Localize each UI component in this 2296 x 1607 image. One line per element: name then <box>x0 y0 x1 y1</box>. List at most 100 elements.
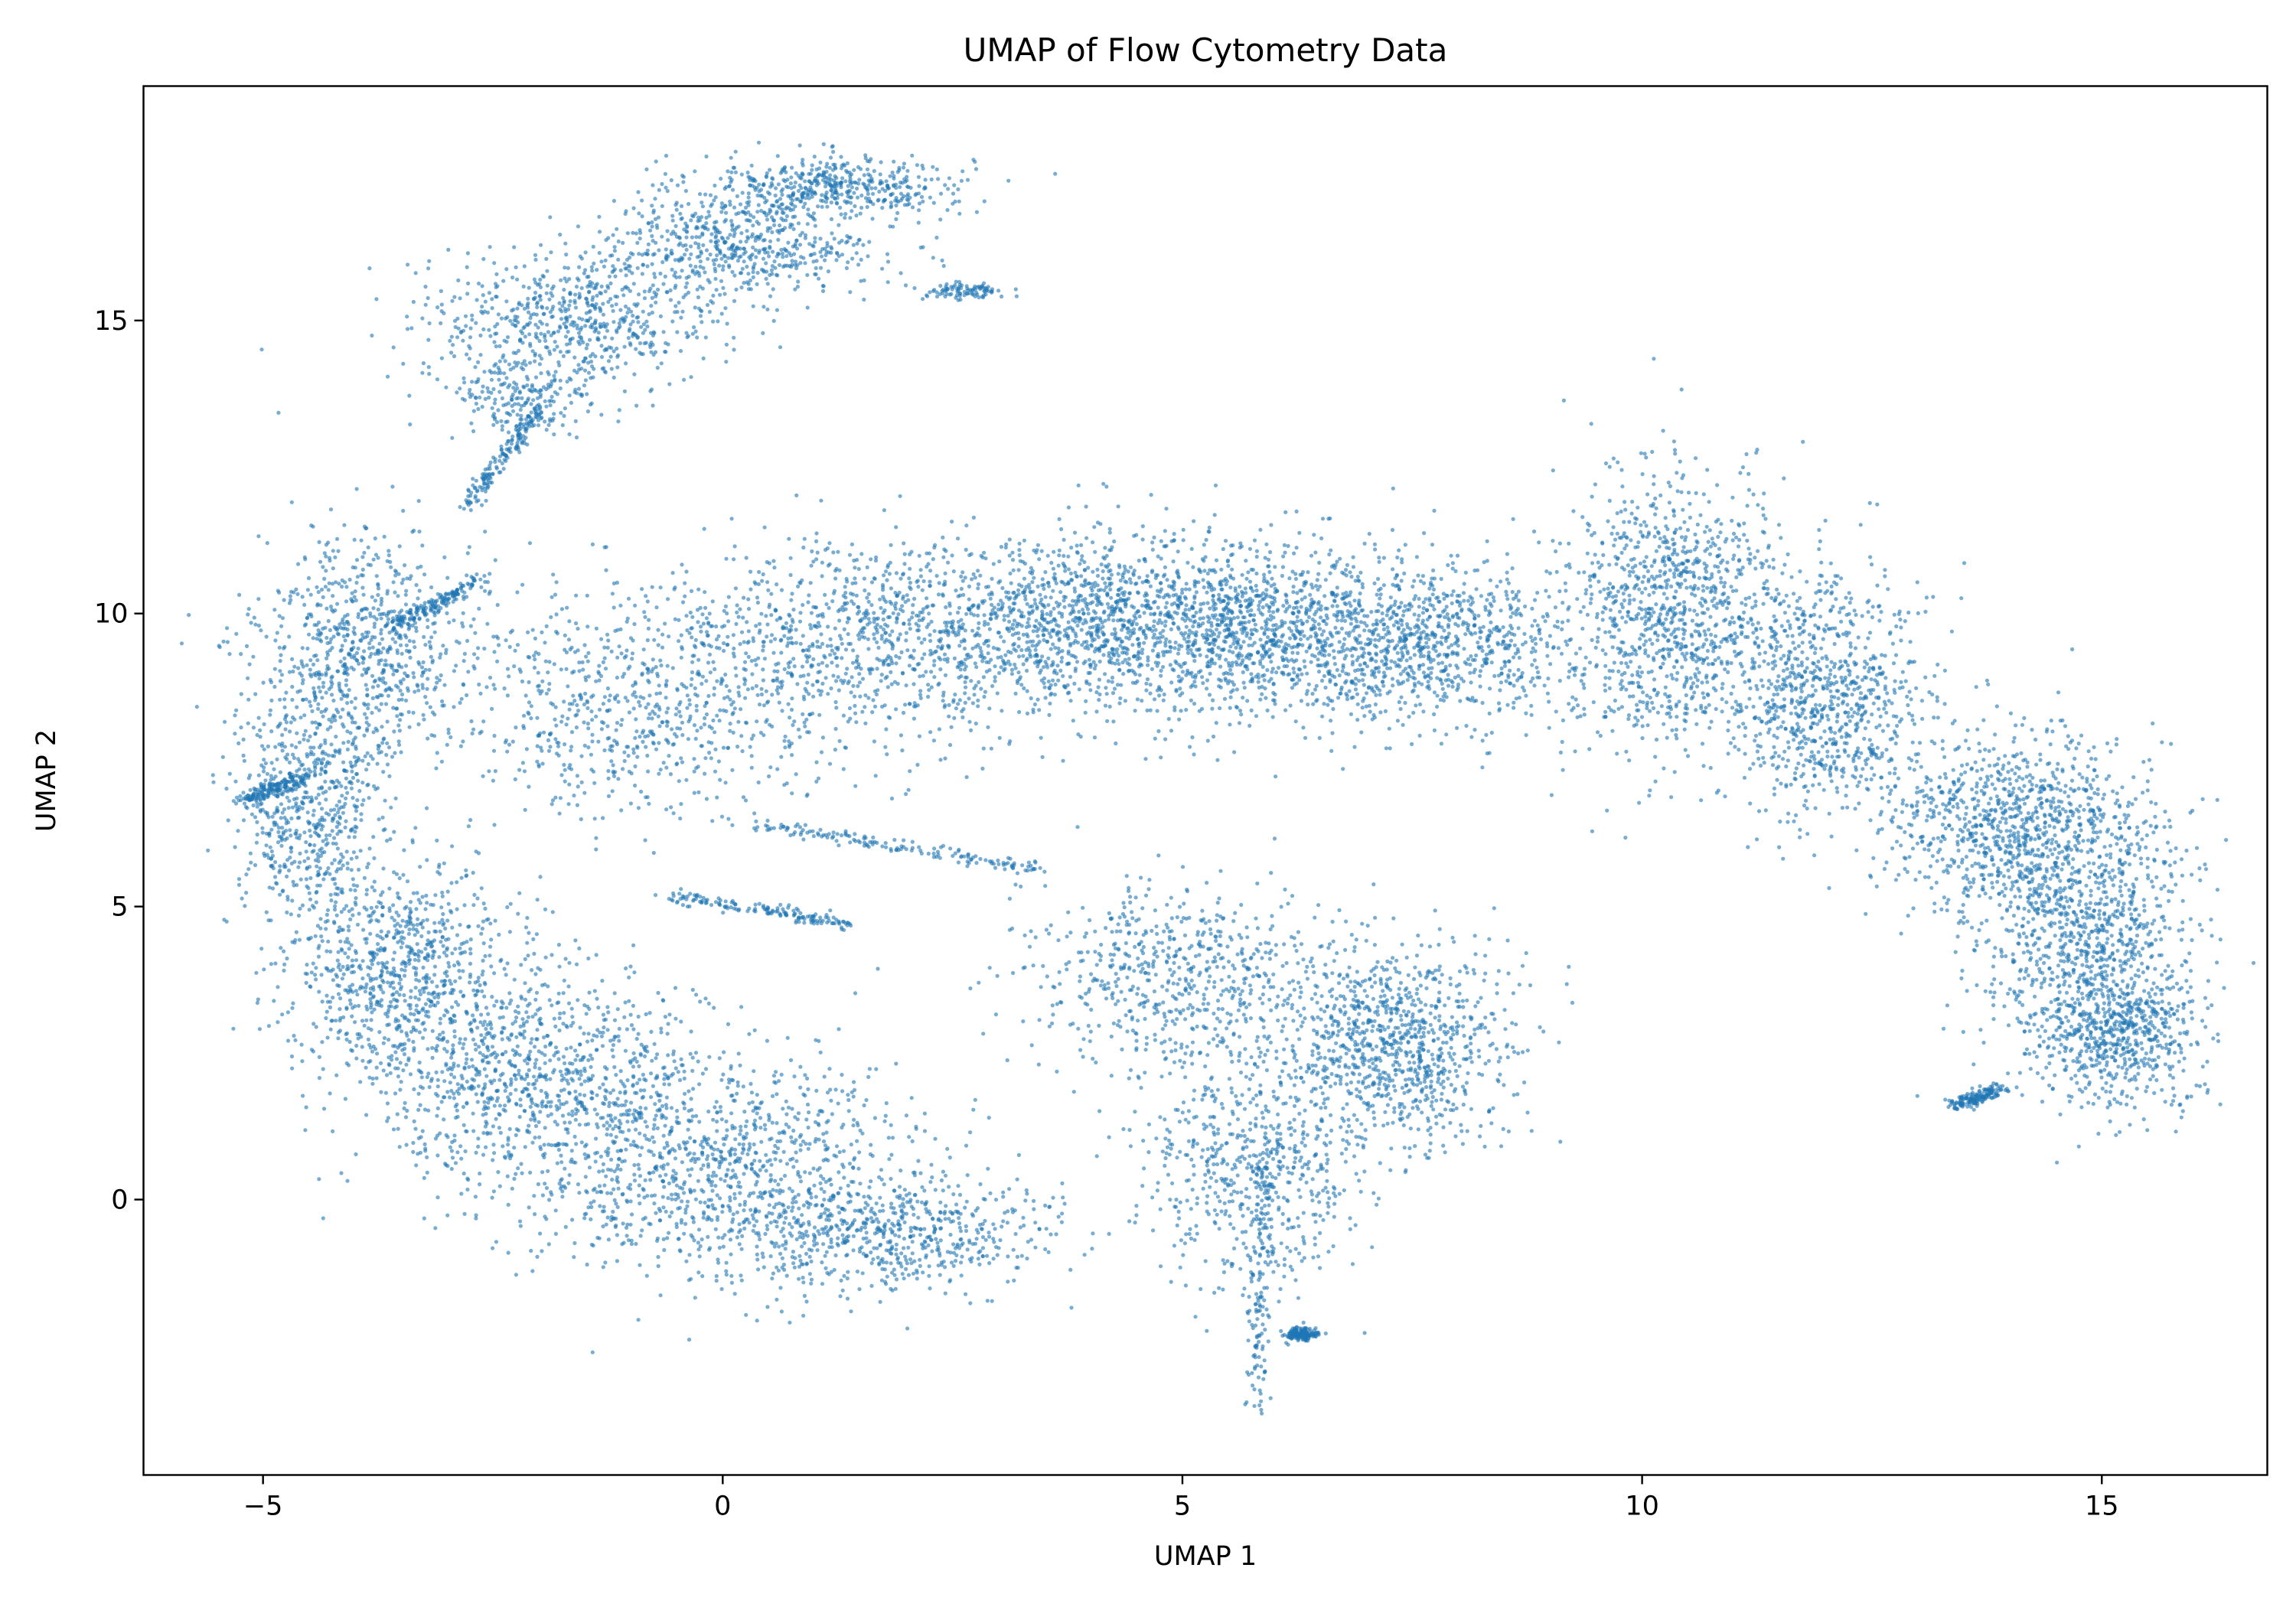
scatter-point <box>414 1163 418 1167</box>
scatter-point <box>263 722 266 726</box>
scatter-point <box>906 198 910 202</box>
scatter-point <box>518 337 522 341</box>
scatter-point <box>589 309 592 313</box>
scatter-point <box>323 738 327 742</box>
scatter-point <box>1006 179 1010 183</box>
scatter-point <box>523 334 527 338</box>
scatter-point <box>648 345 652 349</box>
scatter-point <box>511 393 515 396</box>
scatter-point <box>325 966 329 970</box>
scatter-point <box>364 768 368 771</box>
scatter-point <box>810 163 814 167</box>
scatter-point <box>234 632 238 636</box>
scatter-point <box>488 245 492 249</box>
scatter-point <box>663 350 667 354</box>
scatter-point <box>431 956 435 960</box>
scatter-point <box>917 175 921 179</box>
scatter-point <box>308 892 311 895</box>
scatter-point <box>224 787 228 790</box>
scatter-point <box>687 202 690 206</box>
scatter-point <box>417 530 421 533</box>
scatter-point <box>526 953 530 957</box>
scatter-point <box>625 1027 629 1031</box>
scatter-point <box>416 689 420 693</box>
scatter-point <box>393 609 396 613</box>
scatter-point <box>773 266 777 270</box>
scatter-point <box>670 268 674 272</box>
scatter-point <box>691 1056 695 1060</box>
scatter-point <box>447 621 451 624</box>
scatter-point <box>378 949 382 953</box>
scatter-point <box>791 192 795 196</box>
scatter-point <box>734 171 738 174</box>
scatter-point <box>311 961 315 965</box>
scatter-point <box>340 585 344 588</box>
scatter-point <box>792 227 796 231</box>
scatter-point <box>259 347 263 351</box>
scatter-point <box>786 241 790 245</box>
scatter-point <box>561 296 565 300</box>
scatter-point <box>573 938 577 942</box>
scatter-point <box>568 315 572 318</box>
scatter-point <box>863 183 866 187</box>
scatter-point <box>557 1099 561 1103</box>
scatter-point <box>576 340 580 344</box>
scatter-point <box>634 347 638 351</box>
scatter-point <box>934 236 938 240</box>
scatter-point <box>549 384 553 388</box>
scatter-point <box>329 898 333 902</box>
scatter-point <box>288 828 292 832</box>
scatter-point <box>262 967 266 971</box>
scatter-point <box>414 1019 418 1022</box>
scatter-point <box>222 640 226 644</box>
scatter-point <box>336 867 340 871</box>
scatter-point <box>362 551 366 555</box>
scatter-point <box>249 861 253 865</box>
scatter-point <box>488 291 491 295</box>
scatter-point <box>549 291 553 295</box>
scatter-point <box>300 1059 304 1063</box>
scatter-point <box>813 240 817 244</box>
scatter-point <box>647 289 651 293</box>
scatter-point <box>429 585 433 589</box>
scatter-point <box>465 1010 468 1014</box>
scatter-point <box>703 193 707 197</box>
scatter-point <box>692 325 696 329</box>
scatter-point <box>558 324 562 328</box>
scatter-point <box>523 1029 527 1033</box>
scatter-point <box>439 905 443 909</box>
scatter-point <box>431 1029 435 1033</box>
scatter-point <box>482 647 486 650</box>
scatter-point <box>899 271 903 275</box>
scatter-point <box>406 879 409 883</box>
scatter-point <box>572 369 576 373</box>
scatter-point <box>414 986 418 989</box>
scatter-point <box>304 622 308 626</box>
scatter-point <box>292 880 295 884</box>
scatter-point <box>383 535 386 539</box>
scatter-point <box>387 553 391 557</box>
scatter-point <box>517 1011 520 1015</box>
scatter-point <box>414 978 418 982</box>
scatter-point <box>559 1070 563 1074</box>
scatter-point <box>909 186 913 190</box>
scatter-point <box>454 663 458 667</box>
scatter-point <box>621 1130 625 1134</box>
scatter-point <box>363 1024 367 1028</box>
scatter-point <box>482 370 486 373</box>
scatter-point <box>628 256 631 259</box>
scatter-point <box>746 272 750 275</box>
scatter-point <box>345 620 349 624</box>
scatter-point <box>676 184 680 187</box>
scatter-point <box>307 576 311 580</box>
scatter-point <box>468 335 472 339</box>
scatter-point <box>372 910 376 914</box>
scatter-point <box>435 839 439 843</box>
scatter-point <box>732 336 735 340</box>
scatter-point <box>416 930 419 934</box>
scatter-point <box>825 191 829 194</box>
scatter-point <box>635 1081 639 1085</box>
scatter-point <box>781 228 785 232</box>
scatter-point <box>616 258 620 262</box>
scatter-point <box>589 1065 593 1069</box>
